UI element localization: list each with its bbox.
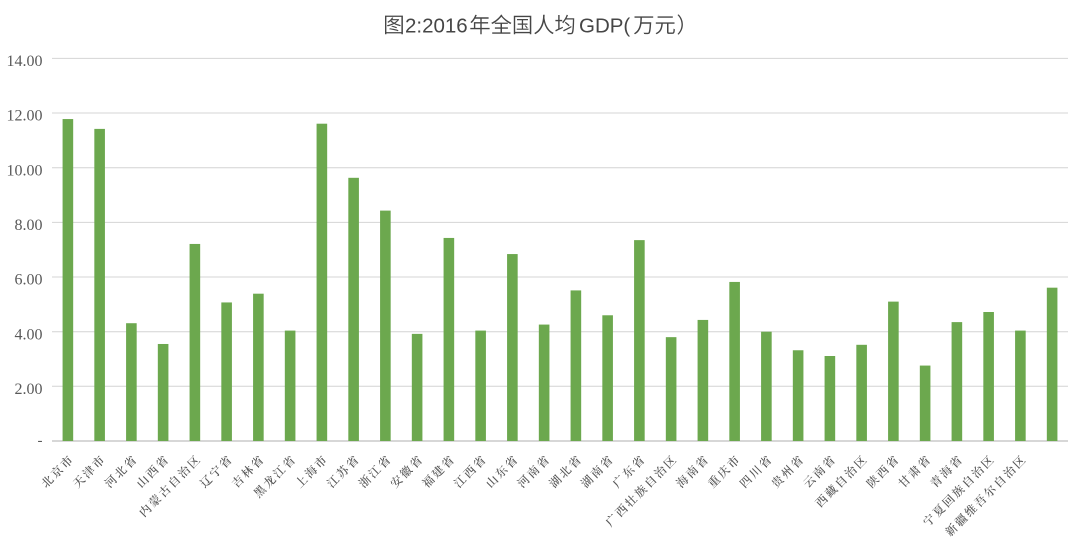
svg-text:4.00: 4.00 bbox=[15, 326, 43, 343]
svg-text:12.00: 12.00 bbox=[7, 108, 43, 125]
svg-text:2:2016: 2:2016 bbox=[405, 14, 468, 37]
svg-text:10.00: 10.00 bbox=[7, 162, 43, 179]
svg-text:GDP(: GDP( bbox=[579, 14, 630, 37]
svg-text:8.00: 8.00 bbox=[15, 217, 43, 234]
svg-text:6.00: 6.00 bbox=[15, 272, 43, 289]
svg-text:-: - bbox=[38, 433, 43, 449]
svg-text:2.00: 2.00 bbox=[15, 381, 43, 398]
svg-text:14.00: 14.00 bbox=[7, 53, 43, 70]
